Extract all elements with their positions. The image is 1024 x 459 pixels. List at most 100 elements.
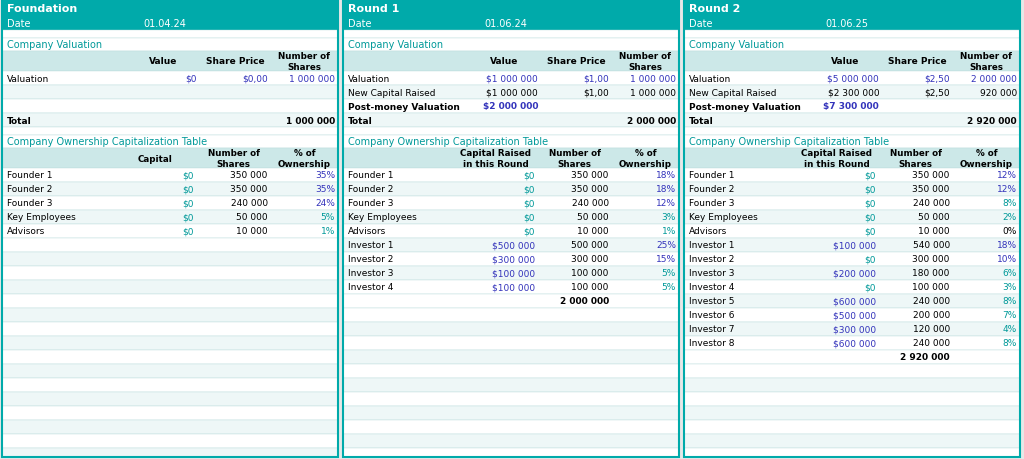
Text: $1 000 000: $1 000 000 xyxy=(486,88,539,97)
Text: 2 000 000: 2 000 000 xyxy=(559,297,609,306)
Text: Investor 3: Investor 3 xyxy=(348,269,393,278)
Text: 01.06.25: 01.06.25 xyxy=(825,19,868,29)
Text: Total: Total xyxy=(348,116,373,125)
Text: New Capital Raised: New Capital Raised xyxy=(348,88,435,97)
Bar xyxy=(343,183,679,196)
Bar xyxy=(2,72,338,86)
Bar xyxy=(2,100,338,114)
Text: Investor 3: Investor 3 xyxy=(689,269,734,278)
Text: Number of
Shares: Number of Shares xyxy=(890,149,942,168)
Bar xyxy=(343,364,679,378)
Text: 5%: 5% xyxy=(321,213,335,222)
Text: $0: $0 xyxy=(182,227,194,236)
Text: 350 000: 350 000 xyxy=(912,185,950,194)
Bar xyxy=(684,17,1020,31)
Bar xyxy=(2,39,338,52)
Bar xyxy=(684,378,1020,392)
Bar xyxy=(2,211,338,224)
Bar xyxy=(343,114,679,128)
Bar xyxy=(343,39,679,52)
Bar xyxy=(343,72,679,86)
Text: 10 000: 10 000 xyxy=(919,227,950,236)
Bar xyxy=(684,31,1020,39)
Bar xyxy=(343,350,679,364)
Text: $0: $0 xyxy=(864,185,876,194)
Text: $100 000: $100 000 xyxy=(492,283,535,292)
Bar xyxy=(2,196,338,211)
Text: 10%: 10% xyxy=(997,255,1017,264)
Text: Investor 4: Investor 4 xyxy=(348,283,393,292)
Bar xyxy=(2,128,338,136)
Text: 8%: 8% xyxy=(1002,339,1017,348)
Bar xyxy=(2,406,338,420)
Text: 2 920 000: 2 920 000 xyxy=(900,353,950,362)
Text: Company Valuation: Company Valuation xyxy=(348,40,443,50)
Text: $0: $0 xyxy=(523,213,535,222)
Text: 540 000: 540 000 xyxy=(912,241,950,250)
Text: Round 2: Round 2 xyxy=(689,4,740,14)
Text: $2 000 000: $2 000 000 xyxy=(482,102,539,111)
Text: Company Ownership Capitalization Table: Company Ownership Capitalization Table xyxy=(689,137,889,147)
Text: 1 000 000: 1 000 000 xyxy=(286,116,335,125)
Text: Date: Date xyxy=(689,19,713,29)
Text: 18%: 18% xyxy=(656,185,676,194)
Text: Company Ownership Capitalization Table: Company Ownership Capitalization Table xyxy=(7,137,207,147)
Text: Investor 6: Investor 6 xyxy=(689,311,734,320)
Bar xyxy=(343,308,679,322)
Text: 240 000: 240 000 xyxy=(230,199,268,208)
Bar xyxy=(2,252,338,266)
Text: Number of
Shares: Number of Shares xyxy=(620,52,672,72)
Text: 10 000: 10 000 xyxy=(237,227,268,236)
Text: Company Ownership Capitalization Table: Company Ownership Capitalization Table xyxy=(348,137,548,147)
Bar xyxy=(343,211,679,224)
Bar xyxy=(2,336,338,350)
Bar xyxy=(684,2,1020,457)
Text: 18%: 18% xyxy=(997,241,1017,250)
Bar xyxy=(343,136,679,149)
Text: 50 000: 50 000 xyxy=(237,213,268,222)
Text: Share Price: Share Price xyxy=(206,57,265,67)
Bar xyxy=(343,294,679,308)
Bar xyxy=(343,434,679,448)
Text: $0: $0 xyxy=(864,255,876,264)
Text: Share Price: Share Price xyxy=(888,57,947,67)
Text: 1%: 1% xyxy=(662,227,676,236)
Text: $500 000: $500 000 xyxy=(833,311,876,320)
Text: 350 000: 350 000 xyxy=(912,171,950,180)
Bar xyxy=(684,294,1020,308)
Text: Founder 1: Founder 1 xyxy=(348,171,393,180)
Text: 7%: 7% xyxy=(1002,311,1017,320)
Bar xyxy=(343,280,679,294)
Text: Investor 2: Investor 2 xyxy=(689,255,734,264)
Text: $300 000: $300 000 xyxy=(833,325,876,334)
Text: Value: Value xyxy=(150,57,177,67)
Bar xyxy=(343,239,679,252)
Text: 8%: 8% xyxy=(1002,297,1017,306)
Text: 120 000: 120 000 xyxy=(912,325,950,334)
Text: 4%: 4% xyxy=(1002,325,1017,334)
Bar xyxy=(684,52,1020,72)
Text: 200 000: 200 000 xyxy=(912,311,950,320)
Bar xyxy=(2,392,338,406)
Text: $0: $0 xyxy=(864,213,876,222)
Text: 24%: 24% xyxy=(315,199,335,208)
Bar xyxy=(343,392,679,406)
Bar xyxy=(343,52,679,72)
Bar xyxy=(2,183,338,196)
Bar xyxy=(684,448,1020,457)
Bar xyxy=(2,168,338,183)
Text: 12%: 12% xyxy=(656,199,676,208)
Bar xyxy=(343,322,679,336)
Bar xyxy=(343,86,679,100)
Text: 25%: 25% xyxy=(656,241,676,250)
Text: 6%: 6% xyxy=(1002,269,1017,278)
Text: % of
Ownership: % of Ownership xyxy=(959,149,1013,168)
Bar xyxy=(2,0,338,17)
Text: Investor 1: Investor 1 xyxy=(689,241,734,250)
Bar xyxy=(684,280,1020,294)
Text: 50 000: 50 000 xyxy=(578,213,609,222)
Text: 350 000: 350 000 xyxy=(571,185,609,194)
Bar xyxy=(343,2,679,457)
Text: $0: $0 xyxy=(523,227,535,236)
Text: Capital: Capital xyxy=(137,154,172,163)
